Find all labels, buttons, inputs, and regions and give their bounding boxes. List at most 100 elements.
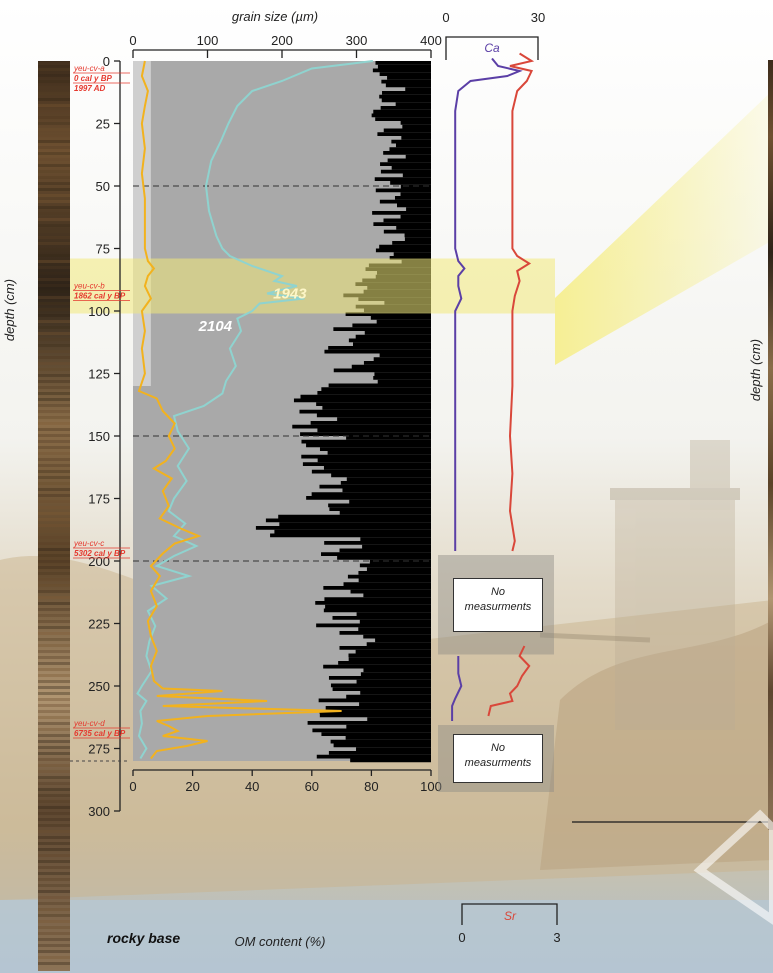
core-band: [38, 434, 70, 437]
mineral-bar: [255, 526, 431, 530]
core-band: [38, 230, 70, 233]
core-band: [38, 848, 70, 851]
depth-tick-label: 125: [88, 367, 110, 382]
mineral-bar: [339, 631, 431, 635]
core-band: [38, 428, 70, 431]
grain-tick-label: 300: [346, 33, 368, 48]
mineral-bar: [405, 87, 431, 91]
core-band: [38, 248, 70, 251]
core-band: [38, 500, 70, 503]
mineral-bar: [345, 736, 431, 740]
mineral-bar: [316, 623, 431, 628]
sediment-core-photo: [38, 61, 70, 971]
mineral-bar: [300, 394, 431, 399]
core-band: [38, 266, 70, 269]
core-band: [38, 674, 70, 677]
mineral-bar: [315, 601, 431, 605]
core-band: [38, 512, 70, 515]
core-band: [38, 278, 70, 281]
mineral-bar: [328, 751, 431, 755]
core-band: [38, 866, 70, 869]
core-band: [38, 722, 70, 725]
mineral-bar: [360, 537, 431, 541]
mineral-bar: [375, 117, 431, 121]
mineral-bar: [331, 473, 431, 478]
mineral-bar: [339, 511, 431, 515]
no-measurements-text: No: [490, 585, 506, 598]
ca-axis-bracket: [445, 36, 539, 60]
core-band: [38, 200, 70, 203]
mineral-bar: [274, 529, 431, 534]
core-band: [38, 206, 70, 209]
core-band: [38, 482, 70, 485]
mineral-bar: [306, 496, 431, 500]
core-band: [38, 290, 70, 293]
core-band: [38, 692, 70, 695]
core-band: [38, 794, 70, 797]
no-measurements-text: measurments: [464, 757, 532, 769]
core-band: [38, 614, 70, 617]
ca-tick-label: 30: [531, 10, 545, 25]
core-band: [38, 272, 70, 275]
mineral-bar: [321, 387, 431, 391]
core-band: [38, 830, 70, 833]
mineral-bar: [311, 469, 431, 474]
core-band: [38, 878, 70, 881]
core-band: [38, 122, 70, 125]
mineral-bar: [395, 102, 431, 106]
date-label-line: 1997 AD: [74, 84, 106, 93]
mineral-bar: [323, 586, 431, 590]
core-band: [38, 728, 70, 731]
mineral-bar: [379, 72, 431, 76]
grain-size-axis: 0 100 200 300 400: [129, 33, 442, 58]
core-band: [38, 680, 70, 683]
mineral-bar: [363, 361, 431, 365]
core-band: [38, 710, 70, 713]
geochemistry-panel: 0 30 Ca 0 3 Sr: [438, 10, 561, 945]
core-band: [38, 356, 70, 359]
mineral-bar: [293, 398, 431, 403]
mineral-bar: [369, 559, 431, 564]
core-band: [38, 638, 70, 641]
rocky-base-label: rocky base: [107, 930, 180, 946]
sr-tick-label: 0: [458, 930, 465, 945]
ca-curve: [451, 57, 523, 721]
mineral-bar: [360, 672, 431, 676]
depth-tick-label: 225: [88, 617, 110, 632]
mineral-bar: [343, 582, 431, 586]
mineral-bar: [333, 743, 431, 748]
core-band: [38, 86, 70, 89]
core-band: [38, 116, 70, 119]
mineral-bar: [375, 61, 431, 65]
core-band: [38, 824, 70, 827]
core-band: [38, 956, 70, 959]
mineral-bar: [367, 717, 431, 721]
mineral-bar: [329, 507, 431, 511]
date-label-line: yeu-cv-c: [73, 539, 104, 548]
date-label-line: yeu-cv-b: [73, 282, 105, 291]
core-band: [38, 494, 70, 497]
mineral-bar: [356, 679, 431, 684]
mineral-bar: [363, 634, 431, 639]
mineral-bar: [363, 668, 431, 673]
date-label-line: yeu-cv-d: [73, 719, 105, 728]
mineral-bar: [379, 353, 431, 358]
mineral-bar: [376, 319, 431, 324]
core-band: [38, 890, 70, 893]
core-band: [38, 566, 70, 569]
mineral-bar: [382, 91, 431, 95]
core-band: [38, 902, 70, 905]
om-content-curve: [137, 60, 342, 760]
core-band: [38, 416, 70, 419]
mineral-bar: [317, 458, 431, 463]
mineral-bar: [363, 593, 431, 598]
mineral-bar: [327, 451, 431, 455]
core-band: [38, 818, 70, 821]
core-band: [38, 320, 70, 323]
core-band: [38, 440, 70, 443]
mineral-bar: [352, 342, 431, 346]
mineral-bar: [346, 694, 431, 699]
core-band: [38, 806, 70, 809]
ca-tick-label: 0: [442, 10, 449, 25]
core-band: [38, 452, 70, 455]
